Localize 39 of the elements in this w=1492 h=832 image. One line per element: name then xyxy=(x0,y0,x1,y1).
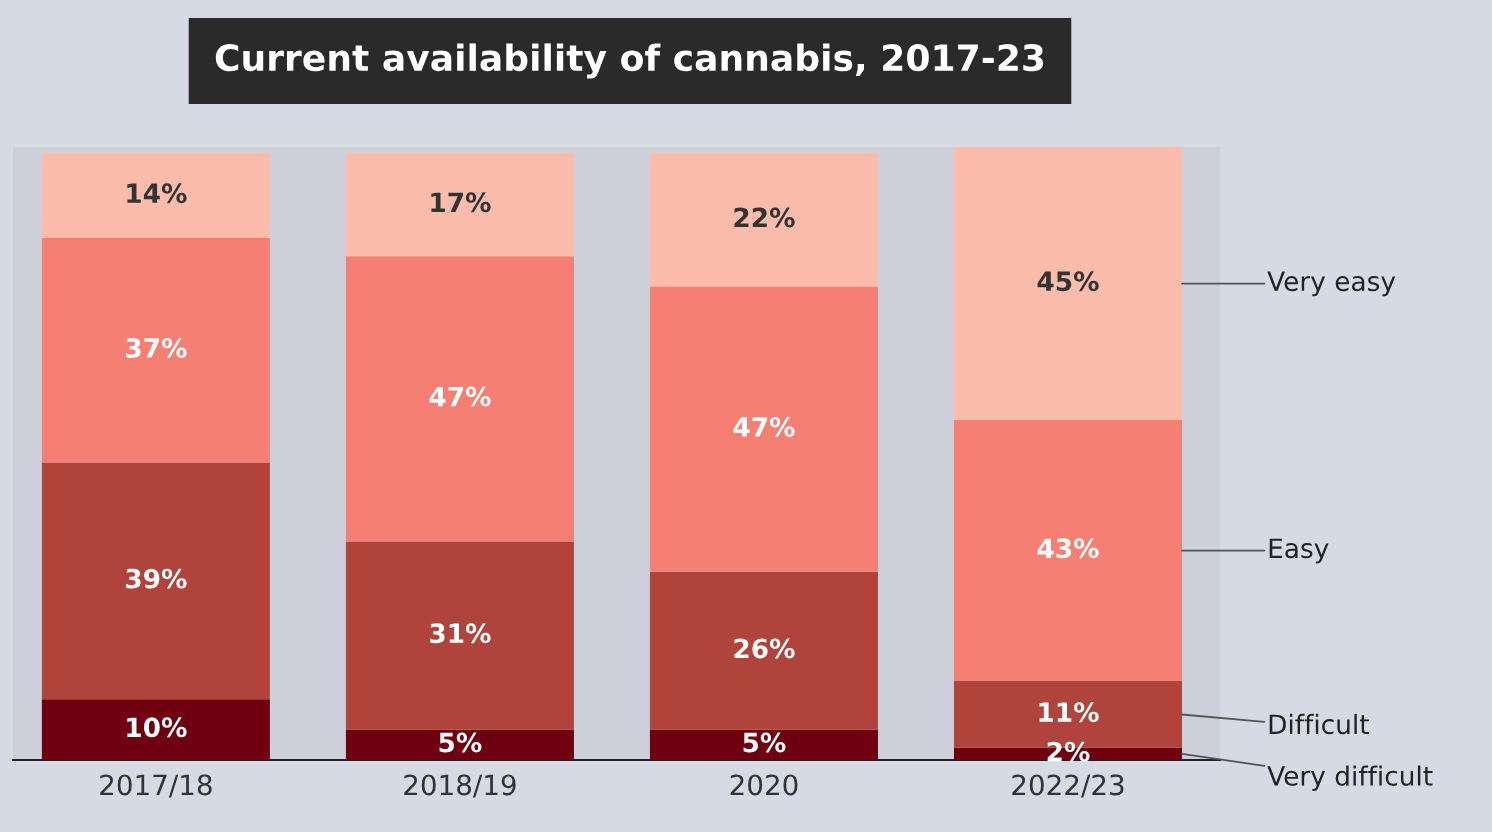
x-tick-label: 2017/18 xyxy=(100,774,212,798)
data-label: 10% xyxy=(127,717,187,738)
data-label: 37% xyxy=(126,338,187,358)
bar xyxy=(649,153,878,287)
data-label: 17% xyxy=(431,192,491,213)
text: Difficult xyxy=(1269,713,1369,735)
data-label: 43% xyxy=(1037,538,1099,559)
bar xyxy=(41,153,270,239)
x-tick-label: 2020 xyxy=(730,774,798,796)
data-label: 39% xyxy=(126,568,187,589)
bar xyxy=(41,238,270,463)
x-tick-label: 2022/23 xyxy=(1012,774,1124,798)
bar xyxy=(345,541,574,730)
bar xyxy=(649,286,878,572)
x-tick-label: 2018/19 xyxy=(404,774,516,798)
bar xyxy=(345,256,574,542)
bar xyxy=(345,153,574,257)
data-label: 22% xyxy=(734,207,795,228)
data-label: 45% xyxy=(1037,271,1099,292)
bar xyxy=(953,147,1182,421)
bar xyxy=(649,571,878,730)
text: Very easy xyxy=(1267,271,1396,297)
data-label: 5% xyxy=(439,732,482,753)
text: Very difficult xyxy=(1267,765,1433,791)
data-label: 11% xyxy=(1039,702,1099,723)
data-label: 5% xyxy=(743,732,786,753)
bar xyxy=(953,420,1182,682)
data-label: 47% xyxy=(429,386,491,407)
bar xyxy=(649,729,878,760)
text: Easy xyxy=(1269,538,1329,564)
data-label: 2% xyxy=(1047,741,1090,762)
data-label: 31% xyxy=(430,623,491,644)
bar xyxy=(345,729,574,760)
data-label: 26% xyxy=(734,638,795,659)
chart-title: Current availability of cannabis, 2017-23 xyxy=(215,43,1044,79)
bar xyxy=(41,462,270,700)
data-label: 47% xyxy=(733,416,795,437)
data-label: 14% xyxy=(127,183,187,204)
bar xyxy=(41,699,270,760)
